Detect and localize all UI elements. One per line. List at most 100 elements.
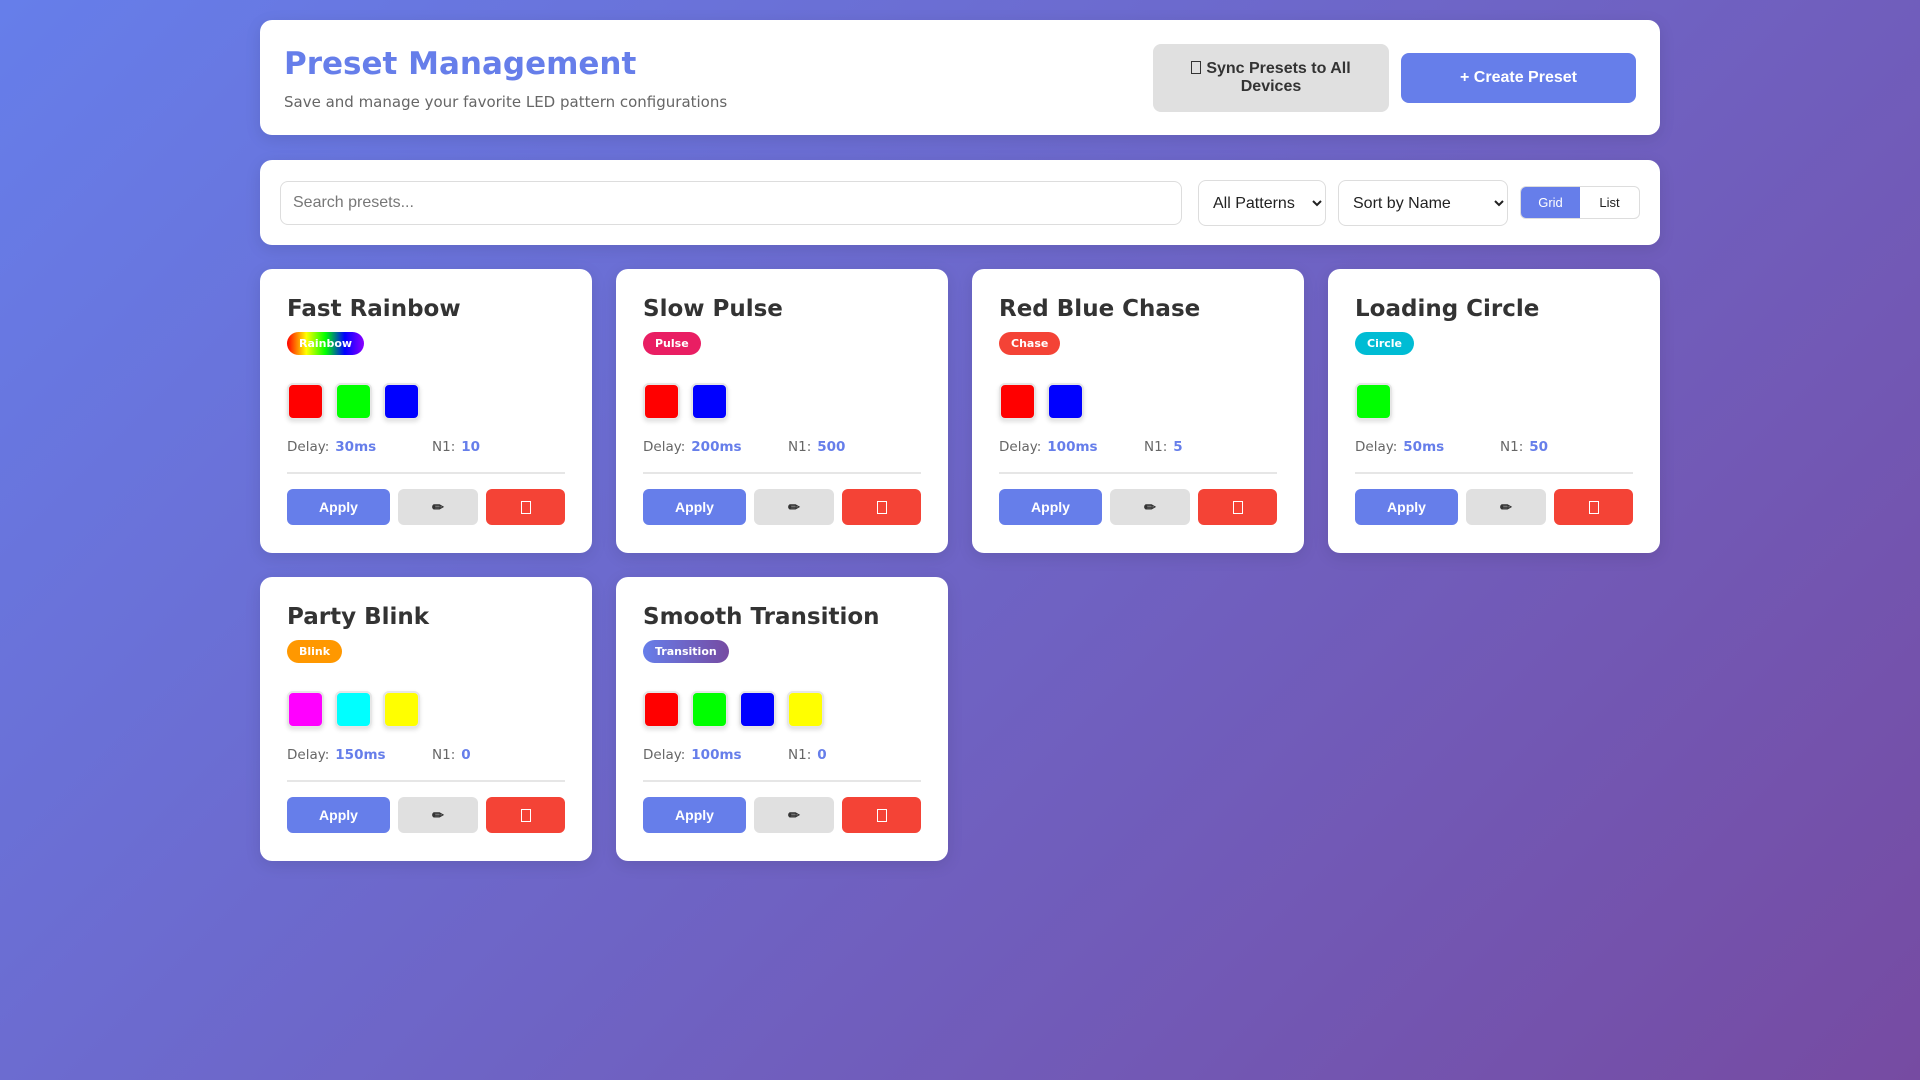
n1-label: N1: [1144, 439, 1168, 455]
color-swatch [383, 383, 420, 420]
create-preset-button[interactable]: + Create Preset [1401, 53, 1636, 103]
delay-label: Delay: [999, 439, 1042, 455]
pattern-badge: Rainbow [287, 332, 365, 355]
apply-button[interactable]: Apply [643, 797, 746, 833]
n1-label: N1: [788, 747, 812, 763]
preset-card: Party Blink Blink Delay: 150ms N1: 0 Apply… [260, 577, 592, 861]
delay-label: Delay: [287, 439, 330, 455]
preset-name: Slow Pulse [643, 296, 783, 322]
color-swatches [1355, 383, 1392, 420]
pattern-badge: Chase [999, 332, 1061, 355]
page-title: Preset Management [284, 46, 637, 82]
delay-info: Delay: 50ms [1355, 439, 1444, 455]
filter-toolbar: All Patterns Sort by Name Grid List [260, 160, 1660, 245]
n1-info: N1: 0 [432, 747, 471, 763]
n1-info: N1: 5 [1144, 439, 1183, 455]
color-swatch [787, 691, 824, 728]
delay-value: 100ms [691, 747, 742, 763]
pattern-badge: Pulse [643, 332, 701, 355]
search-input[interactable] [280, 181, 1182, 225]
color-swatch [643, 691, 680, 728]
divider [1355, 472, 1633, 474]
apply-button[interactable]: Apply [999, 489, 1102, 525]
color-swatch [643, 383, 680, 420]
apply-button[interactable]: Apply [643, 489, 746, 525]
preset-name: Party Blink [287, 604, 430, 630]
n1-label: N1: [432, 439, 456, 455]
page-subtitle: Save and manage your favorite LED patter… [284, 93, 728, 111]
sync-label: Sync Presets to All Devices [1206, 60, 1351, 95]
delete-button[interactable] [1554, 489, 1633, 525]
delay-label: Delay: [643, 439, 686, 455]
preset-name: Fast Rainbow [287, 296, 461, 322]
view-list-button[interactable]: List [1599, 195, 1620, 210]
box-icon [1191, 61, 1202, 74]
pencil-icon: ✏ [432, 806, 444, 823]
divider [643, 780, 921, 782]
pattern-badge: Circle [1355, 332, 1415, 355]
n1-info: N1: 0 [788, 747, 827, 763]
pencil-icon: ✏ [1500, 498, 1512, 515]
delay-info: Delay: 100ms [643, 747, 742, 763]
apply-button[interactable]: Apply [287, 797, 390, 833]
n1-info: N1: 500 [788, 439, 845, 455]
delete-button[interactable] [486, 489, 565, 525]
pencil-icon: ✏ [788, 806, 800, 823]
n1-value: 0 [817, 747, 827, 763]
divider [643, 472, 921, 474]
preset-name: Loading Circle [1355, 296, 1540, 322]
pattern-badge: Blink [287, 640, 343, 663]
divider [287, 780, 565, 782]
n1-info: N1: 10 [432, 439, 480, 455]
color-swatch [739, 691, 776, 728]
delete-button[interactable] [842, 797, 921, 833]
preset-card: Red Blue Chase Chase Delay: 100ms N1: 5 Ap… [972, 269, 1304, 553]
view-grid-button[interactable]: Grid [1521, 187, 1580, 218]
color-swatch [287, 691, 324, 728]
n1-value: 500 [817, 439, 846, 455]
preset-name: Smooth Transition [643, 604, 880, 630]
pencil-icon: ✏ [788, 498, 800, 515]
color-swatch [383, 691, 420, 728]
color-swatch [335, 383, 372, 420]
color-swatch [335, 691, 372, 728]
delete-button[interactable] [486, 797, 565, 833]
color-swatch [691, 383, 728, 420]
edit-button[interactable]: ✏ [1466, 489, 1546, 525]
trash-icon [520, 808, 531, 822]
edit-button[interactable]: ✏ [1110, 489, 1190, 525]
edit-button[interactable]: ✏ [398, 797, 478, 833]
pencil-icon: ✏ [1144, 498, 1156, 515]
preset-card: Smooth Transition Transition Delay: 100ms… [616, 577, 948, 861]
preset-card: Loading Circle Circle Delay: 50ms N1: 50 A… [1328, 269, 1660, 553]
n1-value: 5 [1173, 439, 1183, 455]
apply-button[interactable]: Apply [1355, 489, 1458, 525]
pattern-filter-select[interactable]: All Patterns [1198, 180, 1326, 226]
delete-button[interactable] [1198, 489, 1277, 525]
sort-select[interactable]: Sort by Name [1338, 180, 1508, 226]
delete-button[interactable] [842, 489, 921, 525]
color-swatches [643, 383, 728, 420]
apply-button[interactable]: Apply [287, 489, 390, 525]
delay-value: 30ms [335, 439, 377, 455]
delay-value: 150ms [335, 747, 386, 763]
delay-info: Delay: 150ms [287, 747, 386, 763]
color-swatches [287, 383, 420, 420]
edit-button[interactable]: ✏ [754, 797, 834, 833]
divider [287, 472, 565, 474]
n1-label: N1: [788, 439, 812, 455]
preset-card: Fast Rainbow Rainbow Delay: 30ms N1: 10 Ap… [260, 269, 592, 553]
color-swatch [691, 691, 728, 728]
delay-info: Delay: 30ms [287, 439, 376, 455]
edit-button[interactable]: ✏ [398, 489, 478, 525]
n1-value: 50 [1529, 439, 1549, 455]
color-swatch [999, 383, 1036, 420]
trash-icon [520, 500, 531, 514]
edit-button[interactable]: ✏ [754, 489, 834, 525]
trash-icon [876, 808, 887, 822]
trash-icon [876, 500, 887, 514]
n1-label: N1: [432, 747, 456, 763]
sync-presets-button[interactable]: Sync Presets to All Devices [1153, 44, 1389, 112]
color-swatch [1355, 383, 1392, 420]
view-toggle: Grid List [1520, 186, 1640, 219]
